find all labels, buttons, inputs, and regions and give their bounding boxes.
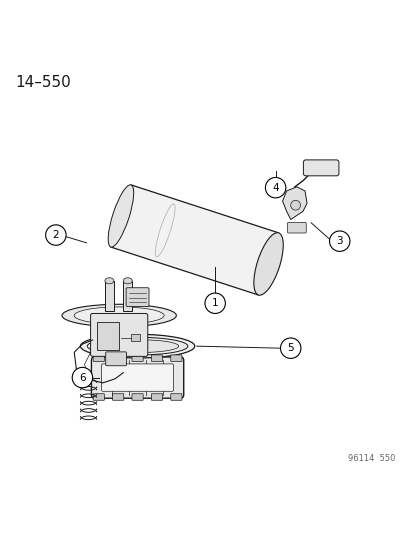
Circle shape <box>280 338 300 358</box>
FancyBboxPatch shape <box>287 222 306 233</box>
FancyBboxPatch shape <box>171 394 181 400</box>
FancyBboxPatch shape <box>93 394 104 400</box>
Ellipse shape <box>62 304 176 327</box>
FancyBboxPatch shape <box>151 355 162 361</box>
Text: 14–550: 14–550 <box>15 75 71 90</box>
Ellipse shape <box>108 185 133 247</box>
Bar <box>131 334 140 341</box>
FancyBboxPatch shape <box>90 313 147 357</box>
FancyBboxPatch shape <box>112 355 123 361</box>
Polygon shape <box>282 187 306 220</box>
FancyBboxPatch shape <box>91 357 183 398</box>
Text: 1: 1 <box>211 298 218 308</box>
Bar <box>97 321 119 350</box>
Circle shape <box>329 231 349 252</box>
FancyBboxPatch shape <box>171 355 181 361</box>
Circle shape <box>45 225 66 245</box>
Circle shape <box>204 293 225 313</box>
FancyBboxPatch shape <box>132 355 143 361</box>
Text: 4: 4 <box>272 183 278 192</box>
Text: 2: 2 <box>52 230 59 240</box>
Circle shape <box>265 177 285 198</box>
Text: 3: 3 <box>336 236 342 246</box>
FancyBboxPatch shape <box>126 288 149 306</box>
Ellipse shape <box>123 278 132 284</box>
Ellipse shape <box>80 334 194 358</box>
Ellipse shape <box>104 278 114 284</box>
FancyBboxPatch shape <box>132 394 143 400</box>
Ellipse shape <box>96 340 178 353</box>
Text: 6: 6 <box>79 373 85 383</box>
Circle shape <box>290 200 300 210</box>
FancyBboxPatch shape <box>112 394 123 400</box>
Text: 96114  550: 96114 550 <box>347 454 394 463</box>
FancyBboxPatch shape <box>303 160 338 176</box>
Ellipse shape <box>253 233 282 295</box>
FancyBboxPatch shape <box>93 355 104 361</box>
FancyBboxPatch shape <box>105 352 126 366</box>
Bar <box>104 281 114 311</box>
Bar <box>123 281 132 311</box>
Ellipse shape <box>74 307 164 324</box>
FancyBboxPatch shape <box>101 364 173 391</box>
Polygon shape <box>111 185 278 295</box>
Text: 5: 5 <box>287 343 293 353</box>
FancyBboxPatch shape <box>151 394 162 400</box>
Ellipse shape <box>87 337 188 355</box>
Circle shape <box>72 367 93 388</box>
